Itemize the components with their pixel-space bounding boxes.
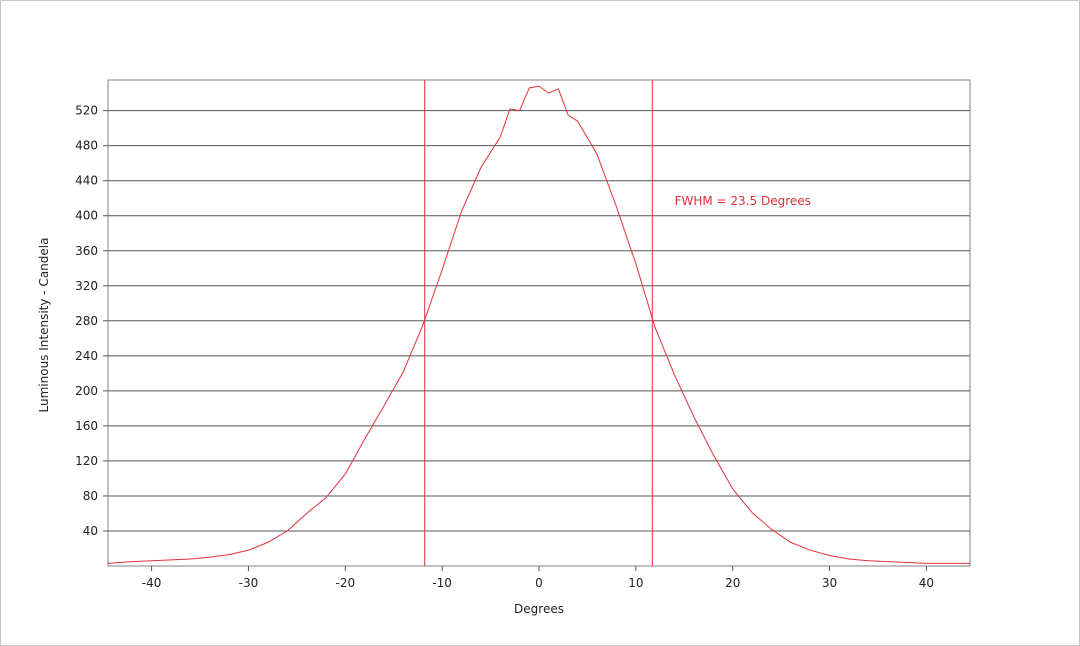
x-tick-label: -20 [335, 576, 355, 590]
x-tick-label: 30 [822, 576, 837, 590]
fwhm-markers [424, 80, 653, 566]
annotations: FWHM = 23.5 Degrees [675, 194, 811, 208]
y-tick-label: 320 [75, 279, 98, 293]
y-tick-label: 80 [83, 489, 98, 503]
y-tick-label: 240 [75, 349, 98, 363]
x-tick-label: -10 [432, 576, 452, 590]
fwhm-annotation: FWHM = 23.5 Degrees [675, 194, 811, 208]
x-tick-label: 20 [725, 576, 740, 590]
x-tick-label: 40 [919, 576, 934, 590]
x-axis-title: Degrees [514, 602, 564, 616]
y-tick-label: 400 [75, 209, 98, 223]
grid-lines [108, 110, 970, 532]
y-tick-label: 440 [75, 174, 98, 188]
series-line [107, 85, 970, 564]
x-tick-label: 10 [628, 576, 643, 590]
y-tick-label: 160 [75, 419, 98, 433]
x-tick-label: -30 [239, 576, 259, 590]
x-tick-label: -40 [142, 576, 162, 590]
y-tick-label: 280 [75, 314, 98, 328]
y-tick-label: 520 [75, 104, 98, 118]
x-axis-ticks: -40 -30 -20 -10 0 10 20 30 40 [142, 566, 934, 590]
x-tick-label: 0 [535, 576, 543, 590]
y-tick-label: 480 [75, 139, 98, 153]
y-axis-title: Luminous Intensity - Candela [37, 238, 51, 413]
y-tick-label: 360 [75, 244, 98, 258]
y-axis-ticks: 40 80 120 160 200 240 280 320 360 400 440 480 520 [75, 104, 108, 538]
plot-area [107, 79, 971, 567]
y-tick-label: 120 [75, 454, 98, 468]
y-tick-label: 40 [83, 524, 98, 538]
series-layer [107, 85, 970, 564]
y-tick-label: 200 [75, 384, 98, 398]
